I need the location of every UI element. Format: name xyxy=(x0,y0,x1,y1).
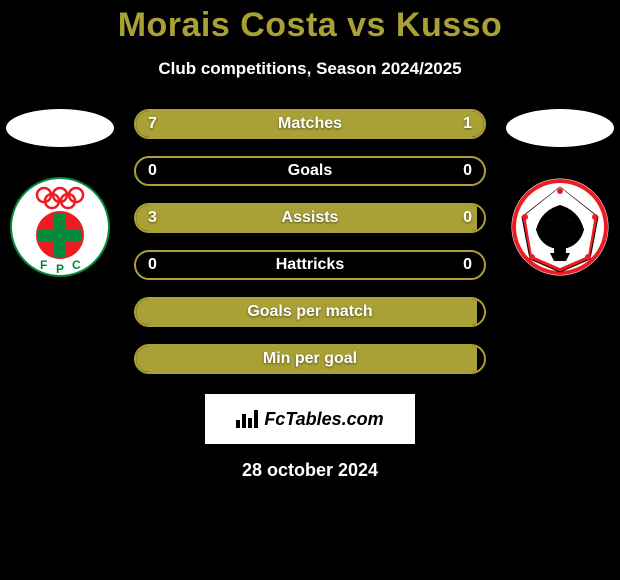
stat-value-right: 1 xyxy=(463,115,472,133)
player-right-club-badge xyxy=(510,177,610,277)
stat-bar: 7 1Matches xyxy=(134,109,486,139)
stat-label: Goals xyxy=(136,162,484,180)
svg-text:F: F xyxy=(40,258,47,272)
player-left: F C P xyxy=(0,109,120,277)
stat-bar: 0 0Hattricks xyxy=(134,250,486,280)
stat-bars: 71Matches00Goals30Assists00HattricksGoal… xyxy=(134,109,486,374)
date-label: 28 october 2024 xyxy=(0,460,620,481)
svg-text:P: P xyxy=(56,262,64,276)
stat-value-right: 0 xyxy=(463,162,472,180)
stat-value-left: 7 xyxy=(148,115,157,133)
page-title: Morais Costa vs Kusso xyxy=(0,0,620,45)
stat-bar: Goals per match xyxy=(134,297,486,327)
stat-label: Assists xyxy=(136,209,484,227)
stat-bar: 0 0Goals xyxy=(134,156,486,186)
player-right xyxy=(500,109,620,277)
player-left-club-badge: F C P xyxy=(10,177,110,277)
stat-value-right: 0 xyxy=(463,256,472,274)
stat-bar: 3 0Assists xyxy=(134,203,486,233)
club-badge-left-icon: F C P xyxy=(10,177,110,277)
brand-text: FcTables.com xyxy=(264,409,383,430)
stat-value-left: 0 xyxy=(148,162,157,180)
brand-badge: FcTables.com xyxy=(205,394,415,444)
stat-value-right: 0 xyxy=(463,209,472,227)
club-badge-right-icon xyxy=(510,177,610,277)
stat-label: Hattricks xyxy=(136,256,484,274)
stat-bar: Min per goal xyxy=(134,344,486,374)
stat-value-left: 0 xyxy=(148,256,157,274)
stat-label: Min per goal xyxy=(136,350,484,368)
stat-value-left: 3 xyxy=(148,209,157,227)
player-right-avatar-placeholder xyxy=(506,109,614,147)
comparison-panel: F C P xyxy=(0,109,620,374)
player-left-avatar-placeholder xyxy=(6,109,114,147)
stat-label: Goals per match xyxy=(136,303,484,321)
svg-text:C: C xyxy=(72,258,81,272)
page-subtitle: Club competitions, Season 2024/2025 xyxy=(0,59,620,79)
bar-chart-icon xyxy=(236,410,258,428)
stat-label: Matches xyxy=(136,115,484,133)
